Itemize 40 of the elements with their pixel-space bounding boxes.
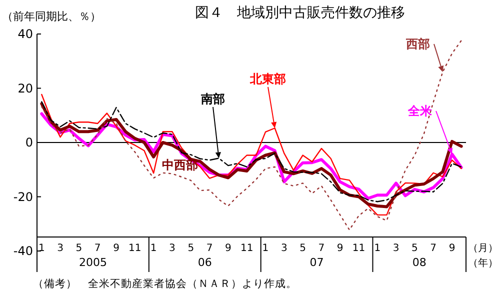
x-tick-label: 3 <box>392 243 400 254</box>
x-axis-title: （月）（年） <box>468 243 498 269</box>
x-tick-label: 5 <box>76 243 82 254</box>
x-tick-label: 1 <box>150 243 157 254</box>
y-tick-label: -40 <box>13 244 33 258</box>
y-tick-label: 0 <box>25 136 33 150</box>
series-label: 西部 <box>405 37 430 51</box>
x-tick-label: 11 <box>352 243 366 254</box>
x-tick-label: 1 <box>374 243 381 254</box>
text: 全米 <box>407 104 433 118</box>
x-tick-label: 9 <box>448 243 456 254</box>
text: 北東部 <box>249 72 286 86</box>
x-tick-label: 5 <box>412 243 418 254</box>
text: 08 <box>412 256 426 269</box>
x-tick-label: 3 <box>169 243 176 254</box>
text: 南部 <box>200 92 225 106</box>
text: （備考） 全米不動産業者協会（ＮＡＲ）より作成。 <box>33 277 297 290</box>
x-tick-label: 1 <box>262 243 269 254</box>
line-series <box>41 40 462 230</box>
x-tick-label: 11 <box>240 243 254 254</box>
text: 06 <box>198 256 212 269</box>
text: 2005 <box>78 256 107 269</box>
chart-title: 図４ 地域別中古販売件数の推移 <box>195 5 405 21</box>
y-tick-label: 40 <box>18 27 33 41</box>
x-tick-label: 9 <box>224 243 232 254</box>
x-tick-label: 11 <box>128 243 142 254</box>
x-tick-label: 9 <box>336 243 344 254</box>
x-tick-label: 7 <box>318 243 325 254</box>
x-tick-label: 5 <box>188 243 194 254</box>
x-tick-label: 3 <box>280 243 288 254</box>
x-tick-label: 7 <box>94 243 101 254</box>
x-tick-label: 3 <box>57 243 64 254</box>
y-axis-title: （前年同期比、％） <box>2 10 101 23</box>
text: 07 <box>310 256 324 269</box>
y-tick-label: 20 <box>18 81 33 96</box>
x-tick-label: 7 <box>430 243 437 254</box>
x-tick-label: 9 <box>113 243 120 254</box>
x-tick-label: 7 <box>206 243 213 254</box>
y-tick-label: -20 <box>13 190 33 204</box>
x-tick-label: 5 <box>300 243 306 254</box>
